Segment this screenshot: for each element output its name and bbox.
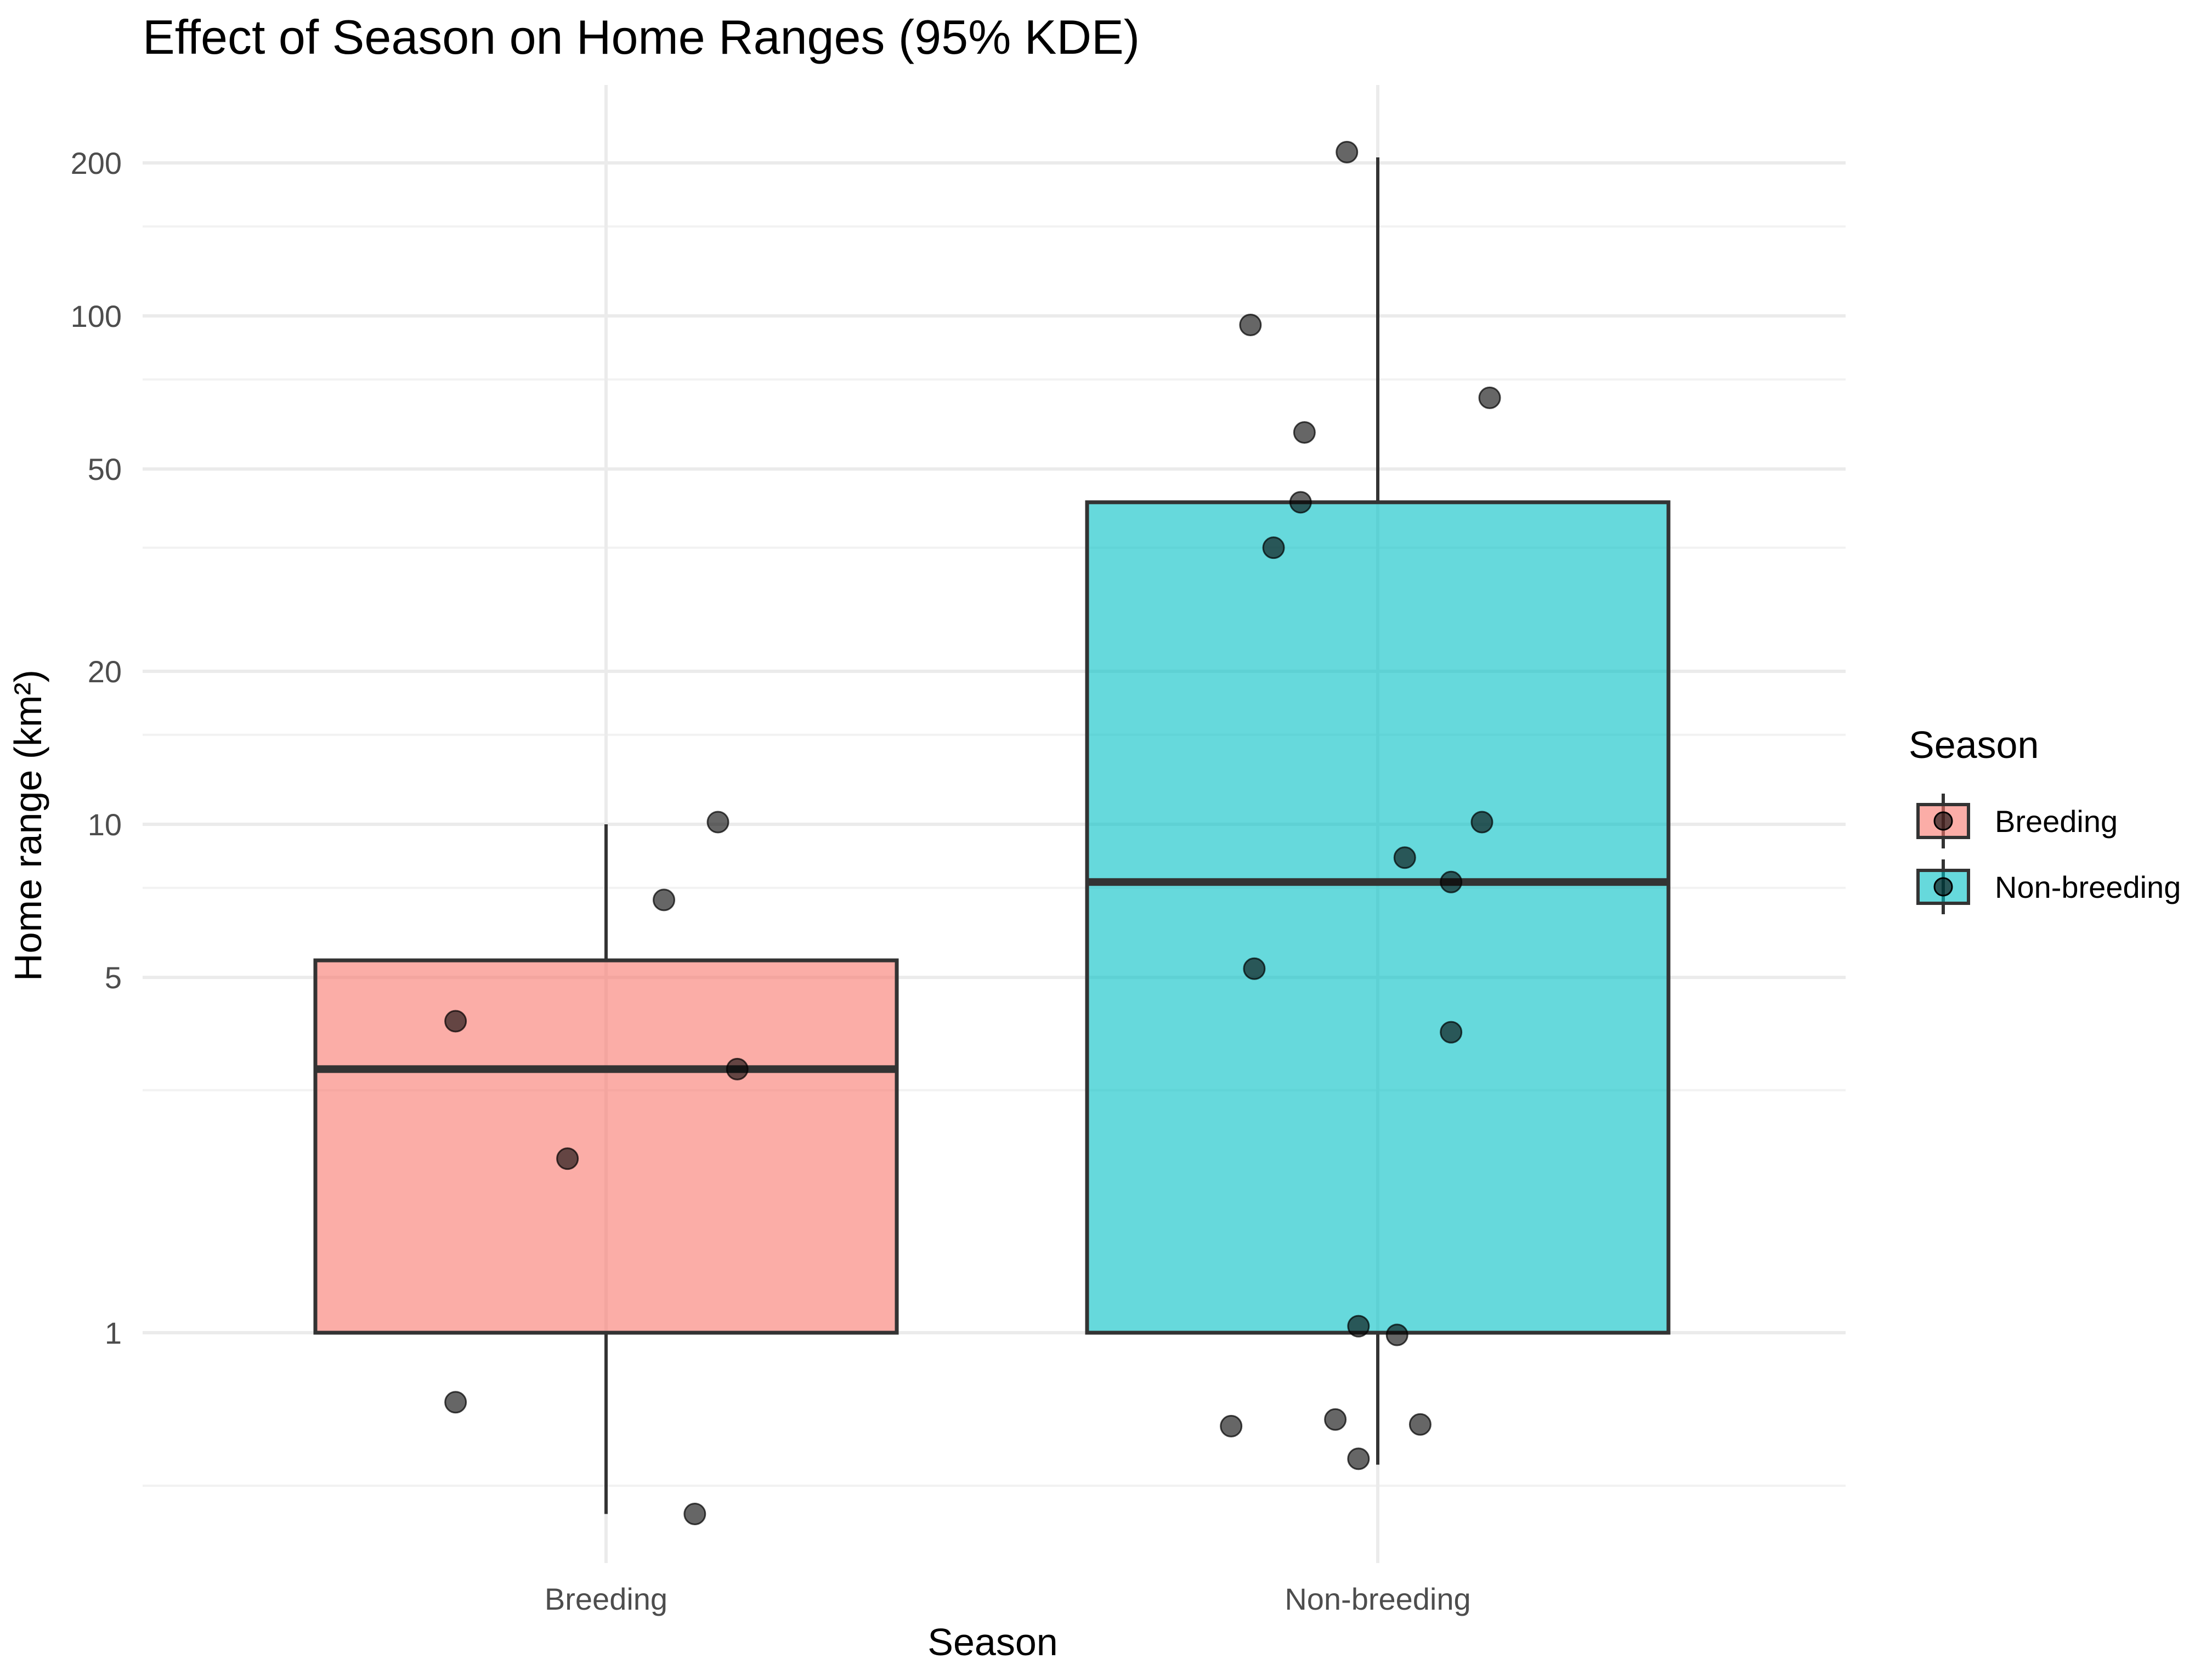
legend: Season Breeding Non-breeding — [1909, 723, 2181, 914]
box-breeding — [313, 824, 899, 1514]
data-point — [1347, 1447, 1370, 1470]
legend-entries: Breeding Non-breeding — [1916, 794, 2181, 914]
data-point — [1440, 870, 1463, 893]
legend-label: Breeding — [1995, 804, 2118, 839]
x-tick-label: Breeding — [545, 1582, 667, 1616]
y-axis-title: Home range (km²) — [7, 670, 49, 981]
box-non-breeding — [1085, 157, 1671, 1465]
data-point — [1393, 846, 1416, 869]
data-point — [1262, 536, 1285, 559]
data-point — [1243, 957, 1266, 980]
y-tick-label: 50 — [88, 452, 122, 486]
axes: 1 5 10 20 50 100 200 Breeding Non-breeding — [71, 146, 1471, 1616]
y-tick-label: 1 — [105, 1316, 122, 1350]
y-tick-label: 10 — [88, 807, 122, 842]
data-point — [1220, 1414, 1243, 1437]
data-point — [1408, 1413, 1432, 1436]
data-point — [726, 1057, 749, 1080]
chart-title: Effect of Season on Home Ranges (95% KDE… — [143, 10, 1140, 64]
legend-entry: Non-breeding — [1916, 859, 2181, 914]
data-point — [556, 1147, 579, 1170]
data-point — [1347, 1315, 1370, 1338]
x-tick-label: Non-breeding — [1285, 1582, 1470, 1616]
data-point — [1478, 386, 1501, 409]
legend-title: Season — [1909, 723, 2039, 766]
legend-key-point — [1933, 877, 1953, 897]
data-point — [1293, 421, 1316, 444]
y-tick-label: 200 — [71, 146, 122, 180]
data-point — [1324, 1408, 1347, 1431]
data-point — [444, 1391, 467, 1414]
legend-key-box — [1916, 869, 1970, 905]
x-axis-title: Season — [927, 1621, 1057, 1663]
box-series — [313, 157, 1671, 1514]
legend-key-point — [1933, 811, 1953, 831]
data-point — [683, 1503, 706, 1526]
iqr-box — [313, 958, 899, 1335]
data-point — [653, 888, 676, 912]
y-tick-label: 100 — [71, 299, 122, 333]
data-point — [444, 1010, 467, 1033]
data-point — [1239, 313, 1262, 336]
data-point — [1289, 491, 1312, 514]
legend-label: Non-breeding — [1995, 870, 2181, 904]
y-tick-label: 5 — [105, 960, 122, 995]
data-point — [1470, 811, 1493, 834]
grid-lines — [143, 85, 1846, 1563]
y-tick-label: 20 — [88, 654, 122, 689]
data-points — [444, 140, 1501, 1526]
legend-entry: Breeding — [1916, 794, 2118, 848]
data-point — [1440, 1021, 1463, 1044]
iqr-box — [1085, 500, 1671, 1335]
data-point — [1385, 1323, 1408, 1346]
data-point — [706, 811, 729, 834]
data-point — [1336, 140, 1359, 163]
